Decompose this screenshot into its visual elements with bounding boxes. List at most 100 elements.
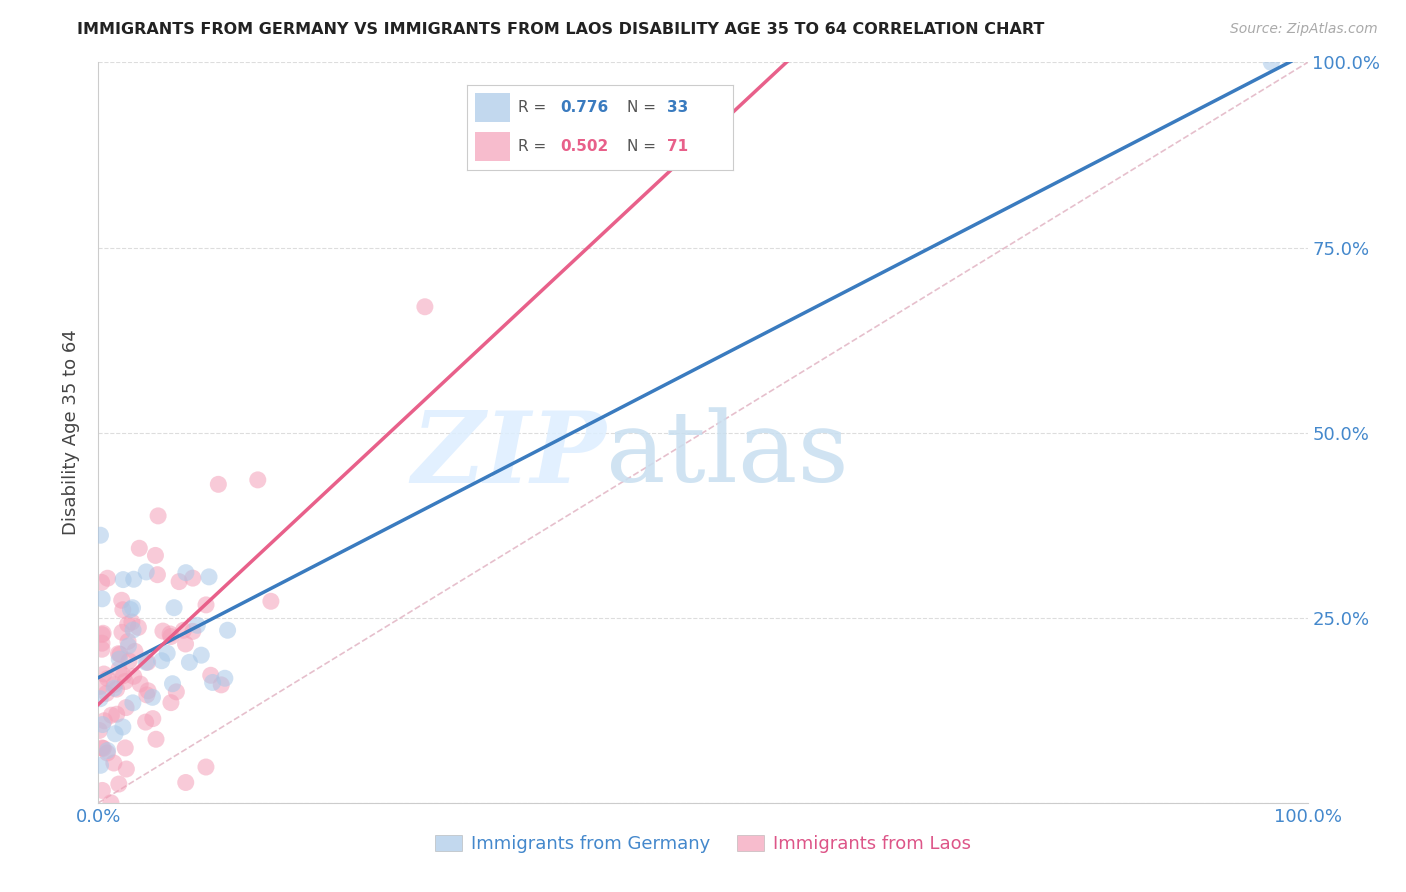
Point <box>136 683 159 698</box>
Point <box>194 760 217 774</box>
Point <box>159 627 181 641</box>
Point <box>136 655 159 669</box>
Point <box>135 656 157 670</box>
Point <box>91 626 114 640</box>
Point <box>186 618 208 632</box>
Point <box>207 477 229 491</box>
Point <box>117 617 139 632</box>
Point <box>160 696 183 710</box>
Point <box>103 677 125 691</box>
Point <box>1260 55 1282 70</box>
Point <box>142 712 165 726</box>
Point <box>201 675 224 690</box>
Point <box>90 575 112 590</box>
Point <box>200 668 222 682</box>
Point <box>91 717 114 731</box>
Y-axis label: Disability Age 35 to 64: Disability Age 35 to 64 <box>62 330 80 535</box>
Point <box>93 667 115 681</box>
Point <box>91 642 114 657</box>
Point <box>89 758 111 772</box>
Point <box>100 796 122 810</box>
Point <box>198 570 221 584</box>
Point <box>156 646 179 660</box>
Point <box>91 783 114 797</box>
Point <box>179 656 201 670</box>
Point <box>114 674 136 689</box>
Point <box>214 671 236 685</box>
Point <box>105 682 128 697</box>
Point <box>91 627 114 641</box>
Point <box>96 686 118 700</box>
Point <box>96 746 118 760</box>
Point <box>260 594 283 608</box>
Text: atlas: atlas <box>606 407 849 503</box>
Point <box>91 591 114 606</box>
Point <box>108 652 131 666</box>
Point <box>117 634 139 648</box>
Point <box>91 741 114 756</box>
Point <box>111 720 134 734</box>
Point <box>104 727 127 741</box>
Point <box>111 625 134 640</box>
Point <box>128 541 150 556</box>
Point <box>127 620 149 634</box>
Point <box>120 602 142 616</box>
Point <box>124 644 146 658</box>
Point <box>108 662 131 676</box>
Point <box>181 571 204 585</box>
Point <box>146 508 169 523</box>
Point <box>100 708 122 723</box>
Point <box>115 762 138 776</box>
Point <box>217 624 239 638</box>
Point <box>107 647 129 661</box>
Point <box>115 700 138 714</box>
Point <box>152 624 174 638</box>
Point <box>118 654 141 668</box>
Point <box>122 623 145 637</box>
Point <box>91 636 114 650</box>
Point <box>167 574 190 589</box>
Point <box>105 707 128 722</box>
Point <box>141 690 163 705</box>
Point <box>195 598 218 612</box>
Point <box>117 639 139 653</box>
Point <box>91 740 114 755</box>
Point <box>135 688 157 702</box>
Point <box>135 715 157 730</box>
Point <box>162 676 184 690</box>
Point <box>121 600 143 615</box>
Point <box>89 691 111 706</box>
Point <box>103 756 125 770</box>
Point <box>209 678 232 692</box>
Point <box>114 740 136 755</box>
Point <box>96 743 118 757</box>
Text: IMMIGRANTS FROM GERMANY VS IMMIGRANTS FROM LAOS DISABILITY AGE 35 TO 64 CORRELAT: IMMIGRANTS FROM GERMANY VS IMMIGRANTS FR… <box>77 22 1045 37</box>
Point <box>163 600 186 615</box>
Point <box>181 624 204 639</box>
Point <box>108 777 131 791</box>
Point <box>112 573 135 587</box>
Text: Source: ZipAtlas.com: Source: ZipAtlas.com <box>1230 22 1378 37</box>
Point <box>89 680 111 694</box>
Point <box>103 681 125 696</box>
Point <box>97 672 120 686</box>
Point <box>129 677 152 691</box>
Point <box>145 732 167 747</box>
Point <box>122 669 145 683</box>
Point <box>96 571 118 585</box>
Point <box>174 637 197 651</box>
Point <box>413 300 436 314</box>
Point <box>122 696 145 710</box>
Point <box>174 566 197 580</box>
Text: ZIP: ZIP <box>412 407 606 503</box>
Point <box>121 615 143 629</box>
Point <box>174 775 197 789</box>
Point <box>146 567 169 582</box>
Point <box>122 572 145 586</box>
Point <box>165 685 187 699</box>
Legend: Immigrants from Germany, Immigrants from Laos: Immigrants from Germany, Immigrants from… <box>427 828 979 861</box>
Point <box>93 714 115 728</box>
Point <box>89 528 111 542</box>
Point <box>111 593 134 607</box>
Point <box>112 668 135 682</box>
